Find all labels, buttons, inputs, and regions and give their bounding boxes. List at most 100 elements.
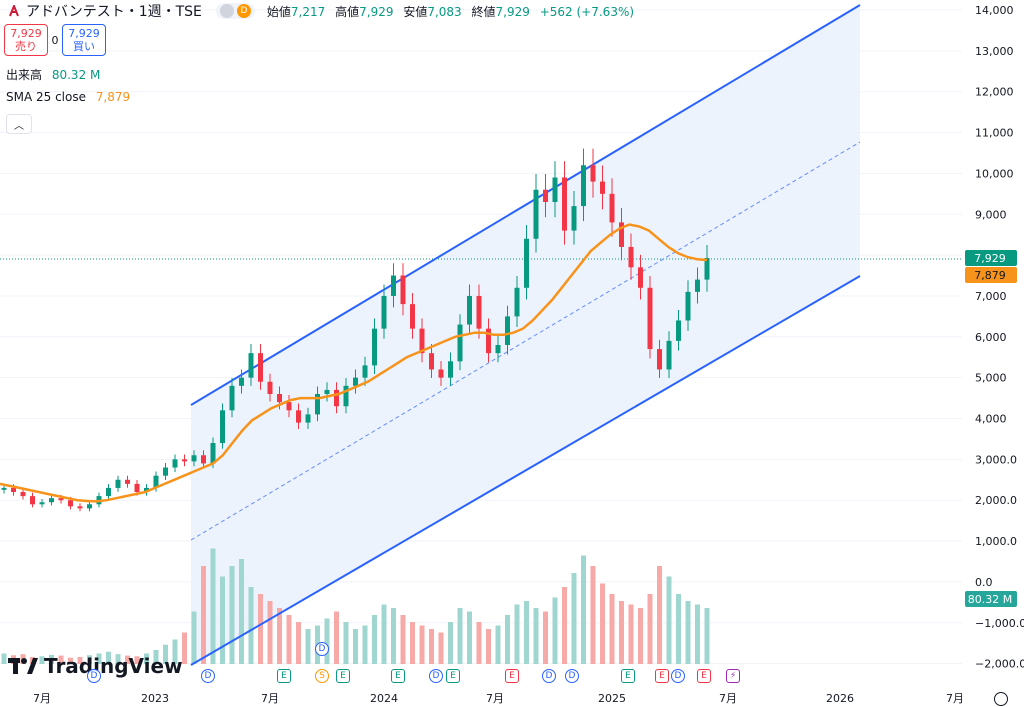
- status-indicators[interactable]: D: [215, 3, 255, 19]
- event-marker-dividend[interactable]: D: [429, 669, 443, 683]
- volume-bar: [419, 625, 425, 664]
- event-marker-dividend[interactable]: D: [87, 669, 101, 683]
- sma-label: SMA 25 close: [6, 90, 86, 104]
- event-marker-dividend[interactable]: D: [542, 669, 556, 683]
- candle-body: [524, 238, 529, 288]
- volume-bar: [581, 555, 586, 664]
- price-tick-label: −2,000.0: [975, 658, 1024, 671]
- candle-body: [647, 287, 653, 350]
- candle-body: [429, 353, 434, 370]
- candle-body: [163, 467, 168, 476]
- volume-bar: [543, 611, 548, 664]
- time-axis[interactable]: 7月 2023 7月 2024 7月 2025 7月 2026 7月: [33, 692, 964, 705]
- price-tick-label: 0.0: [975, 576, 993, 589]
- volume-bar: [666, 576, 672, 664]
- event-marker-dividend[interactable]: D: [671, 669, 685, 683]
- volume-bar: [334, 611, 339, 664]
- volume-bar: [220, 576, 225, 664]
- candle-body: [191, 455, 197, 462]
- buy-button[interactable]: 7,929 買い: [62, 24, 106, 56]
- event-marker-dividend[interactable]: D: [201, 669, 215, 683]
- volume-bar: [619, 601, 624, 664]
- candle-body: [400, 275, 406, 305]
- collapse-legend-button[interactable]: ︿: [6, 114, 32, 134]
- event-marker-earnings[interactable]: E: [655, 669, 669, 683]
- event-marker-earnings[interactable]: E: [446, 669, 460, 683]
- delayed-data-badge[interactable]: D: [236, 4, 251, 18]
- price-axis[interactable]: 14,00013,00012,00011,00010,0009,0008,000…: [965, 4, 1024, 671]
- candle-body: [438, 369, 444, 378]
- volume-bar: [153, 650, 159, 664]
- volume-bar: [163, 644, 168, 664]
- candle-body: [552, 177, 558, 202]
- volume-bar: [115, 654, 121, 664]
- volume-bar: [381, 604, 387, 664]
- volume-bar: [391, 608, 396, 664]
- volume-bar: [600, 583, 605, 664]
- volume-indicator-legend[interactable]: 出来高 80.32 M: [6, 66, 100, 83]
- event-marker-earnings[interactable]: E: [505, 669, 519, 683]
- candle-body: [1, 487, 7, 490]
- event-marker-earnings[interactable]: E: [697, 669, 711, 683]
- candle-body: [704, 258, 710, 280]
- event-marker-split[interactable]: S: [315, 669, 329, 683]
- tradingview-logo[interactable]: TradingView: [8, 654, 183, 678]
- candle-body: [666, 340, 672, 370]
- last-price-badge: [965, 250, 1017, 266]
- tradingview-mark-icon: [8, 658, 38, 674]
- volume-bar: [562, 587, 567, 664]
- candle-body: [106, 487, 111, 497]
- candle-body: [115, 479, 121, 488]
- event-marker-earnings[interactable]: E: [277, 669, 291, 683]
- low-label: 安値: [403, 4, 428, 19]
- volume-bar: [134, 656, 140, 664]
- volume-bar: [457, 608, 463, 664]
- channel-lower-line[interactable]: [190, 275, 861, 666]
- sell-button[interactable]: 7,929 売り: [4, 24, 48, 56]
- candle-body: [362, 365, 368, 378]
- volume-bar: [704, 608, 710, 664]
- candle-body: [638, 267, 643, 288]
- event-marker-news[interactable]: ⚡: [726, 669, 740, 683]
- settings-gear-icon[interactable]: [994, 692, 1008, 706]
- candle-body: [419, 328, 425, 354]
- last-price-badge-text: 7,929: [974, 252, 1006, 265]
- volume-bar: [657, 566, 662, 664]
- trade-panel: 7,929 売り 0 7,929 買い: [4, 24, 106, 56]
- ohlc-readout: 始値7,217 高値7,929 安値7,083 終値7,929 +562 (+7…: [267, 3, 640, 20]
- volume-bar: [182, 632, 187, 664]
- sma-indicator-legend[interactable]: SMA 25 close 7,879: [6, 90, 130, 104]
- price-tick-label: 1,000.0: [975, 535, 1017, 548]
- symbol-title[interactable]: アドバンテスト・1週・TSE: [26, 4, 202, 20]
- candle-body: [39, 502, 45, 505]
- channel-middle-line[interactable]: [190, 141, 861, 541]
- candle-body: [68, 500, 73, 507]
- event-marker-earnings[interactable]: E: [391, 669, 405, 683]
- event-marker-dividend[interactable]: D: [565, 669, 579, 683]
- price-tick-label: 6,000: [975, 331, 1007, 344]
- price-tick-label: 10,000: [975, 167, 1014, 180]
- time-tick-label: 2026: [826, 692, 854, 705]
- change-value: +562 (+7.63%): [539, 4, 635, 19]
- price-tick-label: 11,000: [975, 127, 1014, 140]
- event-marker-earnings[interactable]: E: [336, 669, 350, 683]
- sma-25-line[interactable]: [0, 223, 708, 503]
- symbol-logo-icon: [9, 5, 19, 17]
- volume-bar: [609, 594, 615, 664]
- candle-body: [305, 414, 311, 423]
- volume-bar: [676, 594, 681, 664]
- close-label: 終値: [471, 4, 496, 19]
- candle-body: [258, 353, 263, 382]
- event-marker-earnings[interactable]: E: [621, 669, 635, 683]
- volume-bar: [505, 615, 510, 664]
- candle-body: [324, 389, 330, 394]
- event-marker-dividend[interactable]: D: [315, 642, 329, 656]
- candle-body: [220, 410, 225, 444]
- candle-body: [486, 328, 491, 354]
- candle-body: [562, 177, 567, 231]
- channel-upper-line[interactable]: [190, 4, 861, 406]
- candle-body: [495, 344, 501, 354]
- volume-bar: [144, 653, 149, 664]
- sma-price-badge-text: 7,879: [974, 269, 1006, 282]
